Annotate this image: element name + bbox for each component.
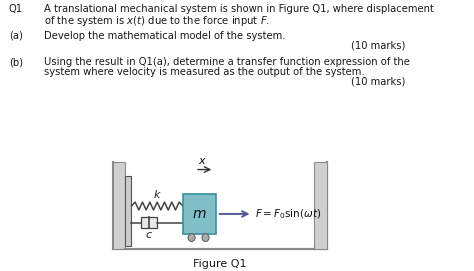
Text: Using the result in Q1(a), determine a transfer function expression of the: Using the result in Q1(a), determine a t… — [44, 57, 410, 67]
Text: $c$: $c$ — [146, 230, 153, 240]
Text: (b): (b) — [9, 57, 23, 67]
Bar — [113, 162, 126, 249]
Bar — [183, 194, 216, 234]
Text: $F = F_0\mathrm{sin}(\omega t)$: $F = F_0\mathrm{sin}(\omega t)$ — [255, 207, 321, 221]
Text: A translational mechanical system is shown in Figure Q1, where displacement: A translational mechanical system is sho… — [44, 4, 433, 14]
Bar — [141, 217, 157, 228]
Bar — [314, 162, 327, 249]
Text: (a): (a) — [9, 31, 23, 41]
Text: Q1: Q1 — [9, 4, 23, 14]
Text: Develop the mathematical model of the system.: Develop the mathematical model of the sy… — [44, 31, 285, 41]
Text: (10 marks): (10 marks) — [351, 40, 406, 50]
Circle shape — [188, 234, 195, 241]
Bar — [126, 176, 131, 246]
Text: system where velocity is measured as the output of the system.: system where velocity is measured as the… — [44, 67, 364, 77]
Text: $x$: $x$ — [198, 156, 207, 166]
Text: of the system is $x(t)$ due to the force input $F$.: of the system is $x(t)$ due to the force… — [44, 14, 269, 28]
Text: $k$: $k$ — [153, 188, 162, 200]
Text: (10 marks): (10 marks) — [351, 77, 406, 87]
Text: $m$: $m$ — [192, 207, 207, 221]
Text: Figure Q1: Figure Q1 — [193, 259, 246, 269]
Circle shape — [202, 234, 209, 241]
